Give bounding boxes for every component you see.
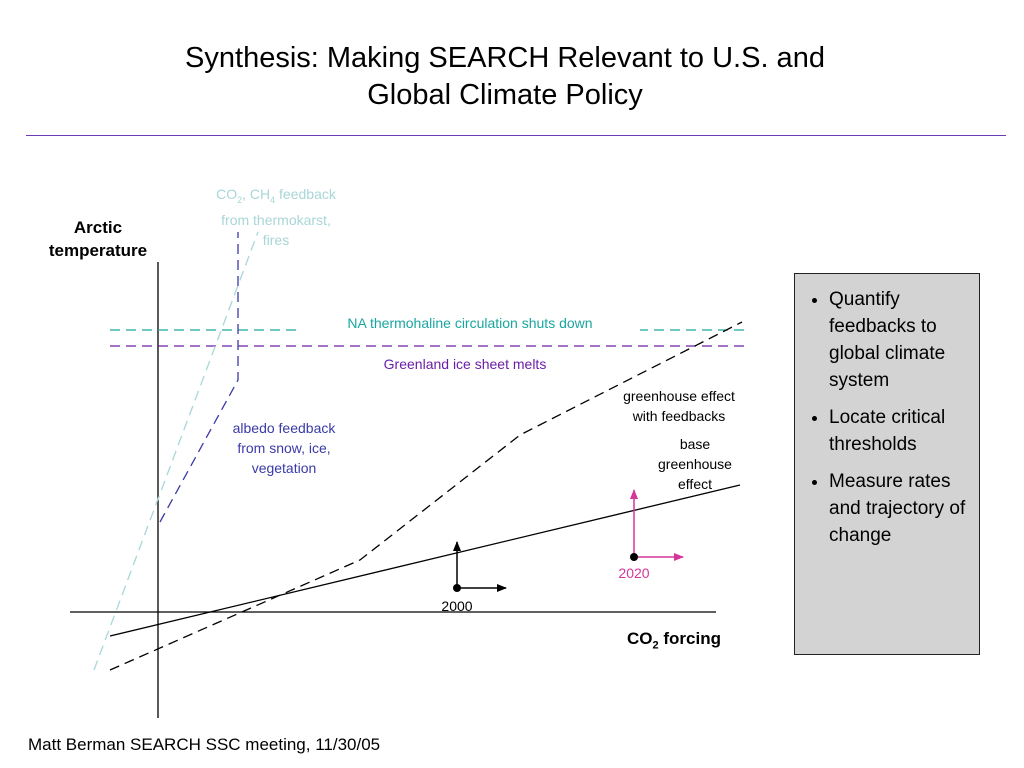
base-curve-label: base greenhouse effect [658,436,732,492]
point-2000-dot [453,584,461,592]
point-2000-label: 2000 [441,598,473,614]
feedback-curve-label: greenhouse effect with feedbacks [623,388,735,424]
y-axis-label: Arctic temperature [48,218,148,260]
albedo-label: albedo feedback from snow, ice, vegetati… [232,420,336,476]
point-2020-label: 2020 [618,565,650,581]
summary-box: Quantify feedbacks to global climate sys… [794,273,980,655]
greenhouse-feedback-curve [109,321,743,671]
title-line-2: Global Climate Policy [367,79,643,111]
summary-item-thresholds: Locate critical thresholds [829,404,973,458]
point-2020-dot [630,553,638,561]
title-line-1: Synthesis: Making SEARCH Relevant to U.S… [185,42,825,74]
title-divider [26,135,1006,136]
thermohaline-label: NA thermohaline circulation shuts down [300,314,640,332]
footer-text: Matt Berman SEARCH SSC meeting, 11/30/05 [28,735,381,754]
summary-item-quantify: Quantify feedbacks to global climate sys… [829,286,973,394]
summary-item-rates: Measure rates and trajectory of change [829,468,973,549]
greenland-label: Greenland ice sheet melts [383,356,547,372]
albedo-feedback-line [159,232,239,523]
thermokarst-label: CO2, CH4 feedback from thermokarst, fire… [216,186,336,248]
slide-title: Synthesis: Making SEARCH Relevant to U.S… [0,40,1010,114]
summary-list: Quantify feedbacks to global climate sys… [795,274,979,549]
base-greenhouse-line [109,484,741,637]
x-axis-label: CO2 forcing [627,629,721,652]
thermokarst-feedback-line [93,231,259,671]
